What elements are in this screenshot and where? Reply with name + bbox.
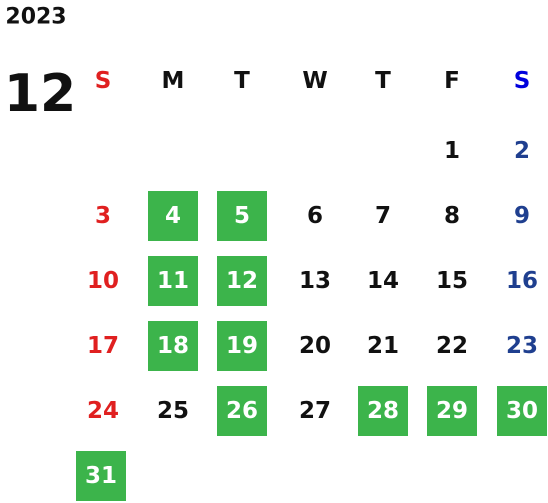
highlight xyxy=(217,191,267,241)
highlight xyxy=(148,321,198,371)
day: 17 xyxy=(86,333,120,359)
weekday: M xyxy=(161,68,185,94)
day: 4 xyxy=(164,203,182,229)
highlight xyxy=(76,451,126,501)
day: 22 xyxy=(435,333,469,359)
highlight xyxy=(427,386,477,436)
day: 26 xyxy=(225,398,259,424)
highlight xyxy=(217,256,267,306)
highlight xyxy=(497,386,547,436)
day: 30 xyxy=(505,398,539,424)
weekday: T xyxy=(234,68,250,94)
day: 13 xyxy=(298,268,332,294)
day: 10 xyxy=(86,268,120,294)
highlight xyxy=(217,321,267,371)
day: 14 xyxy=(366,268,400,294)
day: 25 xyxy=(156,398,190,424)
weekday: S xyxy=(513,68,531,94)
day: 2 xyxy=(513,138,531,164)
day: 3 xyxy=(94,203,112,229)
highlight xyxy=(148,191,198,241)
day: 29 xyxy=(435,398,469,424)
day: 5 xyxy=(233,203,251,229)
day: 20 xyxy=(298,333,332,359)
day: 1 xyxy=(443,138,461,164)
day: 23 xyxy=(505,333,539,359)
day: 19 xyxy=(225,333,259,359)
day: 18 xyxy=(156,333,190,359)
day: 27 xyxy=(298,398,332,424)
day: 6 xyxy=(306,203,324,229)
day: 31 xyxy=(84,463,118,489)
year: 2023 xyxy=(5,4,67,30)
weekday: F xyxy=(444,68,460,94)
month: 12 xyxy=(3,64,77,124)
highlight xyxy=(148,256,198,306)
weekday: S xyxy=(94,68,112,94)
day: 9 xyxy=(513,203,531,229)
highlight xyxy=(217,386,267,436)
weekday: W xyxy=(302,68,328,94)
day: 24 xyxy=(86,398,120,424)
day: 7 xyxy=(374,203,392,229)
day: 28 xyxy=(366,398,400,424)
day: 8 xyxy=(443,203,461,229)
weekday: T xyxy=(375,68,391,94)
day: 15 xyxy=(435,268,469,294)
day: 12 xyxy=(225,268,259,294)
highlight xyxy=(358,386,408,436)
day: 16 xyxy=(505,268,539,294)
day: 21 xyxy=(366,333,400,359)
day: 11 xyxy=(156,268,190,294)
